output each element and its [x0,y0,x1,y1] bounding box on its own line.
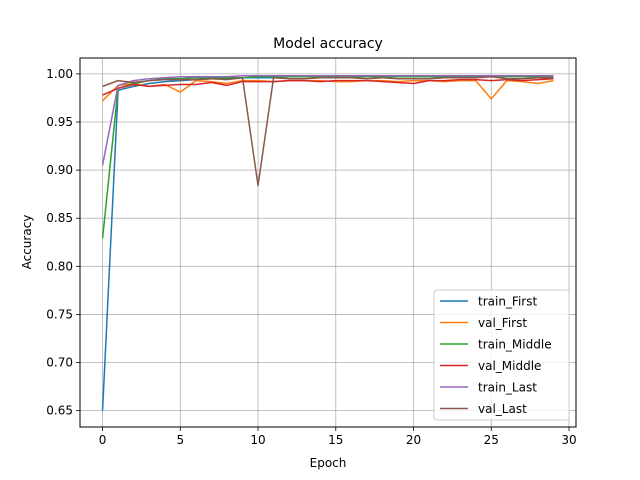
legend-label: val_Last [478,402,527,416]
y-tick-label: 1.00 [46,67,73,81]
y-tick-label: 0.90 [46,163,73,177]
x-tick-label: 30 [561,433,576,447]
x-tick-label: 15 [328,433,343,447]
y-tick-label: 0.65 [46,404,73,418]
series-line-train-last [101,75,554,166]
y-tick-label: 0.95 [46,115,73,129]
legend-label: train_Last [478,381,537,395]
legend: train_First val_First train_Middle val_Midd… [433,289,570,421]
legend-box [433,289,570,421]
y-tick-label: 0.80 [46,259,73,273]
x-axis-ticks: 0 5 10 15 20 25 30 [99,427,577,447]
x-tick-label: 5 [176,433,184,447]
series-line-val-last [102,76,554,187]
series-line-train-middle [101,76,554,239]
y-tick-label: 0.70 [46,356,73,370]
y-axis-label: Accuracy [20,215,34,270]
x-tick-label: 10 [250,433,265,447]
y-axis-ticks: 0.65 0.70 0.75 0.80 0.85 0.90 0.95 1.00 [46,67,80,418]
x-axis-label: Epoch [310,456,347,470]
chart-title: Model accuracy [273,36,383,52]
y-tick-label: 0.85 [46,211,73,225]
series-lines [101,75,554,411]
legend-label: train_Middle [478,338,552,352]
x-tick-label: 0 [99,433,107,447]
y-tick-label: 0.75 [46,307,73,321]
x-tick-label: 20 [406,433,421,447]
legend-label: val_First [478,316,527,330]
x-tick-label: 25 [484,433,499,447]
series-line-val-middle [102,77,554,96]
legend-label: train_First [478,295,537,309]
plot-frame [79,57,577,428]
legend-label: val_Middle [478,359,541,373]
